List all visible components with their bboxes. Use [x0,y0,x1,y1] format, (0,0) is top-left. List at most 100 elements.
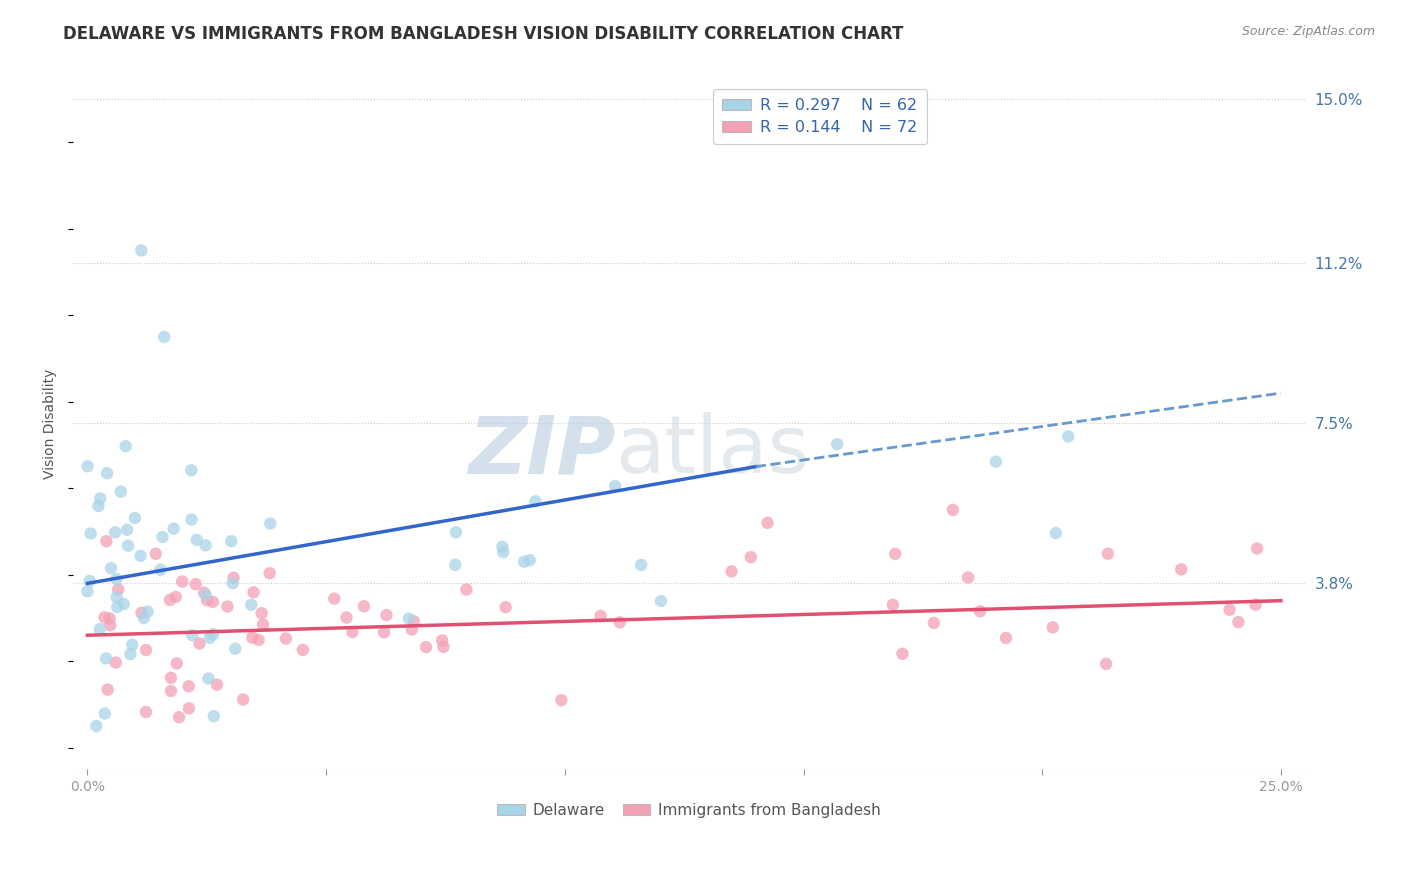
Point [250,606,273,620]
Point [994,631,1017,645]
Point [1219,603,1241,617]
Point [969,604,991,618]
Point [100,561,122,575]
Point [107,582,129,597]
Point [131,606,153,620]
Point [129,549,152,563]
Point [922,615,945,630]
Point [609,615,631,630]
Point [402,614,425,628]
Point [132,611,155,625]
Point [177,679,200,693]
Point [181,628,204,642]
Point [79,574,101,588]
Point [825,437,848,451]
Point [224,641,246,656]
Point [415,640,437,655]
Point [444,525,467,540]
Point [589,609,612,624]
Point [160,671,183,685]
Point [124,511,146,525]
Point [112,597,135,611]
Point [650,594,672,608]
Point [131,244,153,258]
Point [105,572,128,586]
Point [104,525,127,540]
Point [259,566,281,581]
Point [205,678,228,692]
Point [89,491,111,506]
Point [1170,562,1192,576]
Point [84,719,107,733]
Point [882,598,904,612]
Point [145,547,167,561]
Text: ZIP: ZIP [468,412,614,490]
Point [94,706,117,721]
Point [160,684,183,698]
Point [188,636,211,650]
Point [104,656,127,670]
Point [353,599,375,614]
Point [76,459,98,474]
Point [177,701,200,715]
Point [114,439,136,453]
Point [98,611,121,625]
Text: atlas: atlas [614,412,810,490]
Point [335,610,357,624]
Point [135,705,157,719]
Text: Source: ZipAtlas.com: Source: ZipAtlas.com [1241,25,1375,38]
Point [495,600,517,615]
Point [444,558,467,572]
Point [891,647,914,661]
Point [1244,598,1267,612]
Point [184,577,207,591]
Point [135,643,157,657]
Point [186,533,208,547]
Point [202,627,225,641]
Point [274,632,297,646]
Point [1057,429,1080,443]
Point [152,530,174,544]
Point [76,584,98,599]
Point [232,692,254,706]
Point [97,682,120,697]
Point [79,526,101,541]
Point [984,455,1007,469]
Point [93,610,115,624]
Point [136,605,159,619]
Point [492,545,515,559]
Point [323,591,346,606]
Point [194,588,217,602]
Point [217,599,239,614]
Point [1097,547,1119,561]
Point [180,463,202,477]
Point [89,622,111,636]
Point [121,638,143,652]
Point [222,576,245,591]
Point [117,539,139,553]
Point [1227,615,1250,629]
Point [96,534,118,549]
Point [398,612,420,626]
Point [172,574,194,589]
Point [149,563,172,577]
Point [432,640,454,654]
Point [193,585,215,599]
Point [195,593,218,607]
Point [456,582,478,597]
Point [259,516,281,531]
Text: DELAWARE VS IMMIGRANTS FROM BANGLADESH VISION DISABILITY CORRELATION CHART: DELAWARE VS IMMIGRANTS FROM BANGLADESH V… [63,25,904,43]
Point [202,709,225,723]
Point [605,479,627,493]
Point [291,643,314,657]
Point [197,672,219,686]
Point [884,547,907,561]
Point [94,651,117,665]
Point [159,593,181,607]
Point [105,600,128,615]
Y-axis label: Vision Disability: Vision Disability [44,368,58,479]
Point [1246,541,1268,556]
Point [198,631,221,645]
Point [201,595,224,609]
Point [373,625,395,640]
